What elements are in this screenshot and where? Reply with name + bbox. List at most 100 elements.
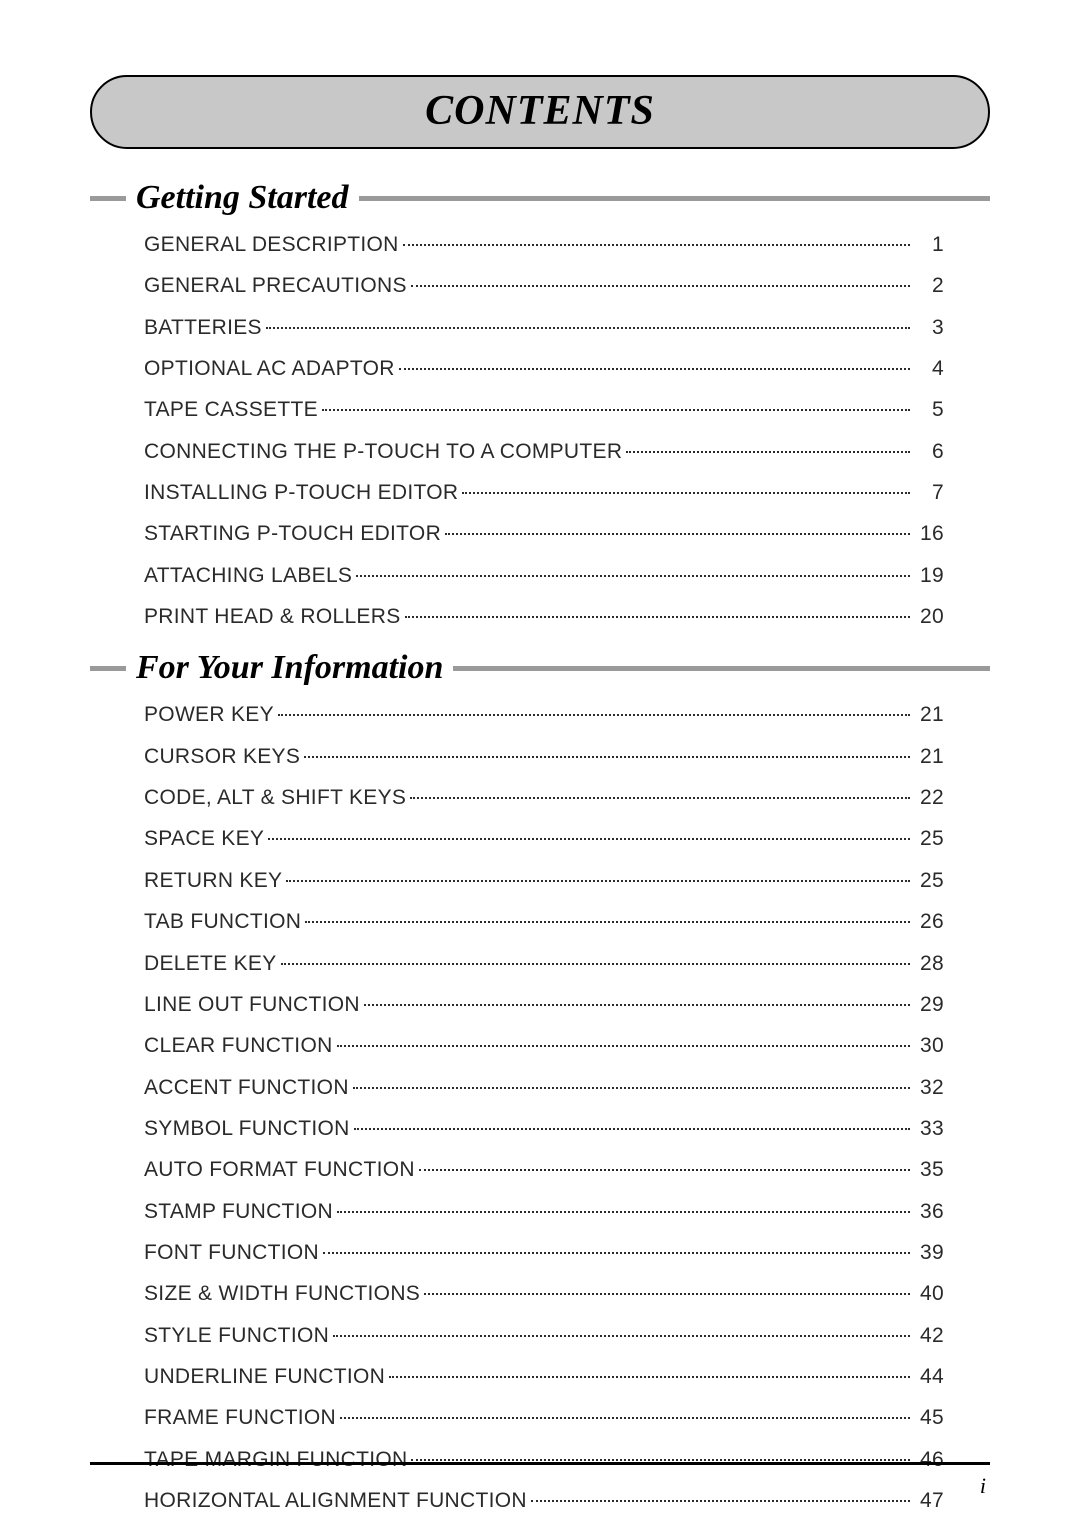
toc-entry[interactable]: CONNECTING THE P-TOUCH TO A COMPUTER 6 bbox=[144, 438, 944, 466]
toc-entry[interactable]: TAPE MARGIN FUNCTION46 bbox=[144, 1446, 944, 1474]
section-dash-left bbox=[90, 196, 126, 201]
toc-entry[interactable]: INSTALLING P-TOUCH EDITOR7 bbox=[144, 479, 944, 507]
toc-dot-leader bbox=[354, 1128, 910, 1130]
toc-dot-leader bbox=[340, 1417, 910, 1419]
toc-list: POWER KEY 21 CURSOR KEYS21 CODE, ALT & SHIF… bbox=[90, 701, 990, 1515]
toc-entry-page: 26 bbox=[914, 908, 944, 936]
toc-entry-label: LINE OUT FUNCTION bbox=[144, 991, 360, 1019]
toc-entry[interactable]: SPACE KEY25 bbox=[144, 825, 944, 853]
toc-dot-leader bbox=[364, 1004, 910, 1006]
toc-entry[interactable]: ACCENT FUNCTION32 bbox=[144, 1074, 944, 1102]
toc-dot-leader bbox=[403, 244, 910, 246]
toc-list: GENERAL DESCRIPTION1 GENERAL PRECAUTIONS 2… bbox=[90, 231, 990, 631]
toc-entry-label: POWER KEY bbox=[144, 701, 274, 729]
toc-dot-leader bbox=[304, 756, 910, 758]
toc-dot-leader bbox=[337, 1211, 910, 1213]
page-number: i bbox=[980, 1473, 986, 1499]
toc-entry-page: 16 bbox=[914, 520, 944, 548]
toc-entry[interactable]: UNDERLINE FUNCTION 44 bbox=[144, 1363, 944, 1391]
toc-entry-page: 21 bbox=[914, 701, 944, 729]
toc-entry-label: GENERAL PRECAUTIONS bbox=[144, 272, 407, 300]
toc-entry[interactable]: TAB FUNCTION26 bbox=[144, 908, 944, 936]
toc-entry-page: 44 bbox=[914, 1363, 944, 1391]
toc-entry[interactable]: CODE, ALT & SHIFT KEYS22 bbox=[144, 784, 944, 812]
toc-entry[interactable]: FRAME FUNCTION 45 bbox=[144, 1404, 944, 1432]
toc-entry-label: SPACE KEY bbox=[144, 825, 264, 853]
toc-entry[interactable]: STARTING P-TOUCH EDITOR16 bbox=[144, 520, 944, 548]
toc-entry-page: 45 bbox=[914, 1404, 944, 1432]
section-header: For Your Information bbox=[90, 649, 990, 687]
toc-dot-leader bbox=[626, 451, 910, 453]
toc-entry[interactable]: SYMBOL FUNCTION 33 bbox=[144, 1115, 944, 1143]
toc-entry-page: 2 bbox=[914, 272, 944, 300]
toc-entry[interactable]: STAMP FUNCTION36 bbox=[144, 1198, 944, 1226]
toc-entry[interactable]: SIZE & WIDTH FUNCTIONS40 bbox=[144, 1280, 944, 1308]
toc-entry-label: CLEAR FUNCTION bbox=[144, 1032, 333, 1060]
toc-entry-label: FRAME FUNCTION bbox=[144, 1404, 336, 1432]
toc-entry[interactable]: PRINT HEAD & ROLLERS20 bbox=[144, 603, 944, 631]
toc-entry[interactable]: STYLE FUNCTION42 bbox=[144, 1322, 944, 1350]
footer-rule bbox=[90, 1462, 990, 1465]
toc-entry-page: 28 bbox=[914, 950, 944, 978]
toc-dot-leader bbox=[389, 1376, 910, 1378]
toc-dot-leader bbox=[462, 492, 910, 494]
toc-entry-label: INSTALLING P-TOUCH EDITOR bbox=[144, 479, 458, 507]
toc-entry-page: 40 bbox=[914, 1280, 944, 1308]
toc-dot-leader bbox=[411, 1459, 910, 1461]
toc-dot-leader bbox=[419, 1169, 910, 1171]
toc-entry-page: 20 bbox=[914, 603, 944, 631]
sections-container: Getting StartedGENERAL DESCRIPTION1GENER… bbox=[90, 179, 990, 1515]
toc-entry[interactable]: CURSOR KEYS21 bbox=[144, 743, 944, 771]
toc-entry[interactable]: CLEAR FUNCTION30 bbox=[144, 1032, 944, 1060]
toc-dot-leader bbox=[410, 797, 910, 799]
toc-entry-page: 36 bbox=[914, 1198, 944, 1226]
toc-entry[interactable]: AUTO FORMAT FUNCTION35 bbox=[144, 1156, 944, 1184]
toc-entry-label: ACCENT FUNCTION bbox=[144, 1074, 349, 1102]
toc-entry-page: 4 bbox=[914, 355, 944, 383]
toc-entry[interactable]: LINE OUT FUNCTION 29 bbox=[144, 991, 944, 1019]
toc-dot-leader bbox=[266, 327, 910, 329]
toc-dot-leader bbox=[399, 368, 910, 370]
toc-entry[interactable]: POWER KEY 21 bbox=[144, 701, 944, 729]
toc-entry[interactable]: BATTERIES3 bbox=[144, 314, 944, 342]
toc-entry-label: SYMBOL FUNCTION bbox=[144, 1115, 350, 1143]
toc-entry-label: UNDERLINE FUNCTION bbox=[144, 1363, 385, 1391]
toc-entry[interactable]: DELETE KEY 28 bbox=[144, 950, 944, 978]
toc-entry-label: CURSOR KEYS bbox=[144, 743, 300, 771]
toc-entry[interactable]: HORIZONTAL ALIGNMENT FUNCTION47 bbox=[144, 1487, 944, 1515]
page-title: CONTENTS bbox=[92, 87, 988, 135]
toc-entry-label: CONNECTING THE P-TOUCH TO A COMPUTER bbox=[144, 438, 622, 466]
toc-entry[interactable]: ATTACHING LABELS19 bbox=[144, 562, 944, 590]
toc-entry[interactable]: OPTIONAL AC ADAPTOR 4 bbox=[144, 355, 944, 383]
toc-entry[interactable]: FONT FUNCTION39 bbox=[144, 1239, 944, 1267]
toc-entry-label: OPTIONAL AC ADAPTOR bbox=[144, 355, 395, 383]
toc-entry-page: 29 bbox=[914, 991, 944, 1019]
toc-entry-label: ATTACHING LABELS bbox=[144, 562, 352, 590]
toc-dot-leader bbox=[531, 1500, 910, 1502]
toc-entry-label: BATTERIES bbox=[144, 314, 262, 342]
toc-dot-leader bbox=[405, 616, 910, 618]
toc-dot-leader bbox=[424, 1293, 910, 1295]
toc-entry[interactable]: TAPE CASSETTE5 bbox=[144, 396, 944, 424]
toc-dot-leader bbox=[268, 838, 910, 840]
toc-entry-label: DELETE KEY bbox=[144, 950, 277, 978]
section-heading: Getting Started bbox=[136, 179, 349, 217]
toc-dot-leader bbox=[305, 921, 910, 923]
toc-entry[interactable]: GENERAL PRECAUTIONS 2 bbox=[144, 272, 944, 300]
toc-dot-leader bbox=[286, 880, 910, 882]
toc-dot-leader bbox=[356, 575, 910, 577]
toc-entry-page: 6 bbox=[914, 438, 944, 466]
title-box: CONTENTS bbox=[90, 75, 990, 149]
toc-entry-page: 25 bbox=[914, 867, 944, 895]
toc-entry-label: RETURN KEY bbox=[144, 867, 282, 895]
section-header: Getting Started bbox=[90, 179, 990, 217]
toc-entry[interactable]: GENERAL DESCRIPTION1 bbox=[144, 231, 944, 259]
toc-entry-page: 33 bbox=[914, 1115, 944, 1143]
toc-dot-leader bbox=[281, 963, 910, 965]
toc-entry-label: TAPE CASSETTE bbox=[144, 396, 318, 424]
toc-entry-page: 35 bbox=[914, 1156, 944, 1184]
toc-entry-page: 22 bbox=[914, 784, 944, 812]
toc-entry-label: TAPE MARGIN FUNCTION bbox=[144, 1446, 407, 1474]
toc-dot-leader bbox=[322, 409, 910, 411]
toc-entry[interactable]: RETURN KEY 25 bbox=[144, 867, 944, 895]
